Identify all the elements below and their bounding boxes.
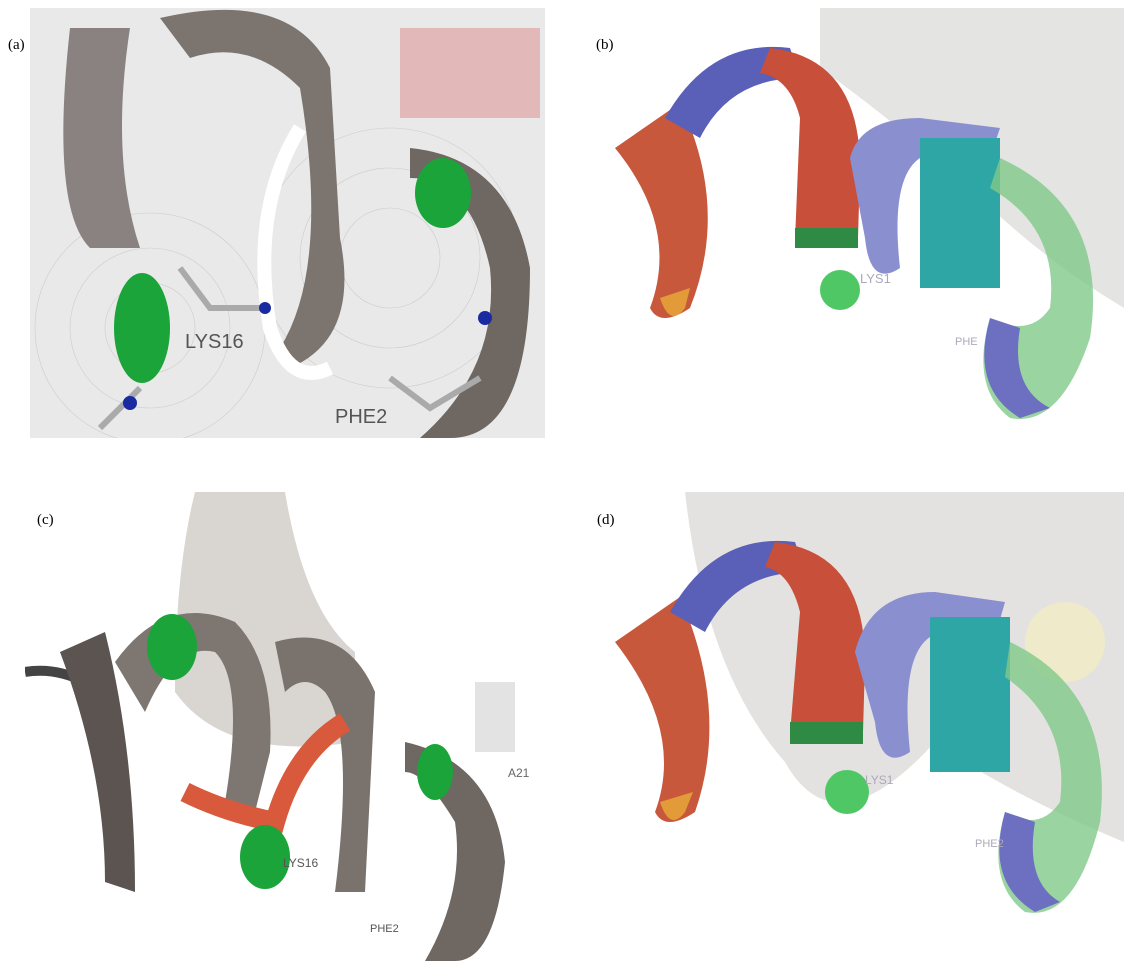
residue-label: LYS16	[283, 856, 318, 870]
residue-label: PHE2	[370, 923, 399, 935]
panel-b-image: LYS1 PHE	[590, 8, 1124, 438]
residue-label: PHE2	[975, 838, 1004, 850]
panel-label: (a)	[8, 37, 25, 54]
residue-label: PHE	[955, 336, 978, 348]
residue-label: PHE2	[335, 406, 387, 428]
panel-a-image: LYS16 PHE2	[30, 8, 545, 438]
panel-label: (d)	[597, 512, 615, 529]
panel-label: (c)	[37, 512, 54, 529]
residue-label: LYS1	[860, 271, 891, 286]
panel-label: (b)	[596, 37, 614, 54]
panel-c-image: LYS16 PHE2 A21	[25, 492, 540, 961]
panel-d-image: LYS1 PHE2	[585, 492, 1124, 961]
figure: LYS16 PHE2 (a) LYS1 PHE (b) LYS16 PHE2 A…	[0, 0, 1124, 961]
residue-label: A21	[508, 766, 530, 780]
residue-label: LYS16	[185, 331, 244, 353]
residue-label: LYS1	[865, 773, 894, 787]
